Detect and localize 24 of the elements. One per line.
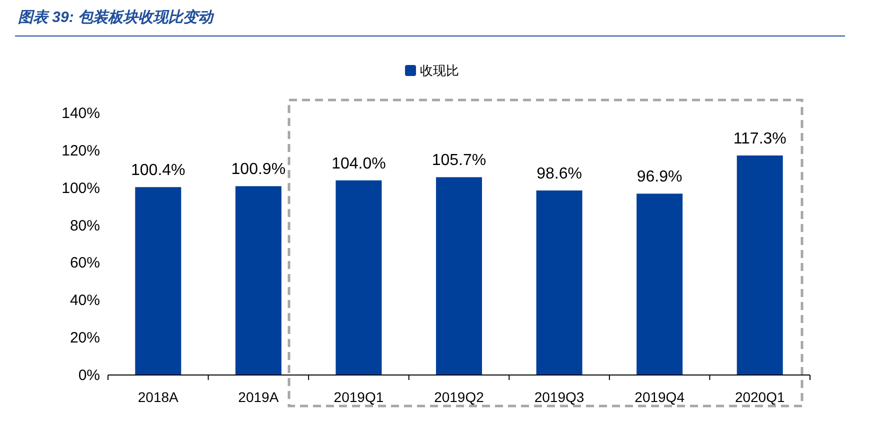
x-tick-label: 2020Q1 [734,389,785,405]
y-tick-label: 140% [62,105,100,122]
x-tick-label: 2019A [238,389,280,405]
data-label: 100.9% [231,161,286,178]
x-tick-label: 2019Q4 [634,389,685,405]
x-tick-label: 2018A [138,389,180,405]
data-label: 98.6% [536,165,582,182]
data-label: 100.4% [131,162,186,180]
y-tick-label: 100% [62,180,100,197]
y-tick-label: 120% [62,142,100,160]
data-label: 96.9% [636,168,682,186]
y-tick-label: 80% [70,217,100,234]
chart-title: 图表 39: 包装板块收现比变动 [18,8,216,26]
data-label: 104.0% [332,155,386,172]
data-label: 117.3% [733,130,786,148]
y-tick-label: 20% [70,330,100,347]
y-tick-label: 60% [70,254,100,272]
y-tick-label: 0% [78,367,100,384]
x-tick-label: 2019Q3 [534,389,584,405]
x-tick-label: 2019Q2 [434,389,484,405]
data-label: 105.7% [432,152,486,170]
legend-label: 收现比 [420,63,459,78]
x-tick-label: 2019Q1 [334,389,384,405]
y-tick-label: 40% [70,292,100,310]
